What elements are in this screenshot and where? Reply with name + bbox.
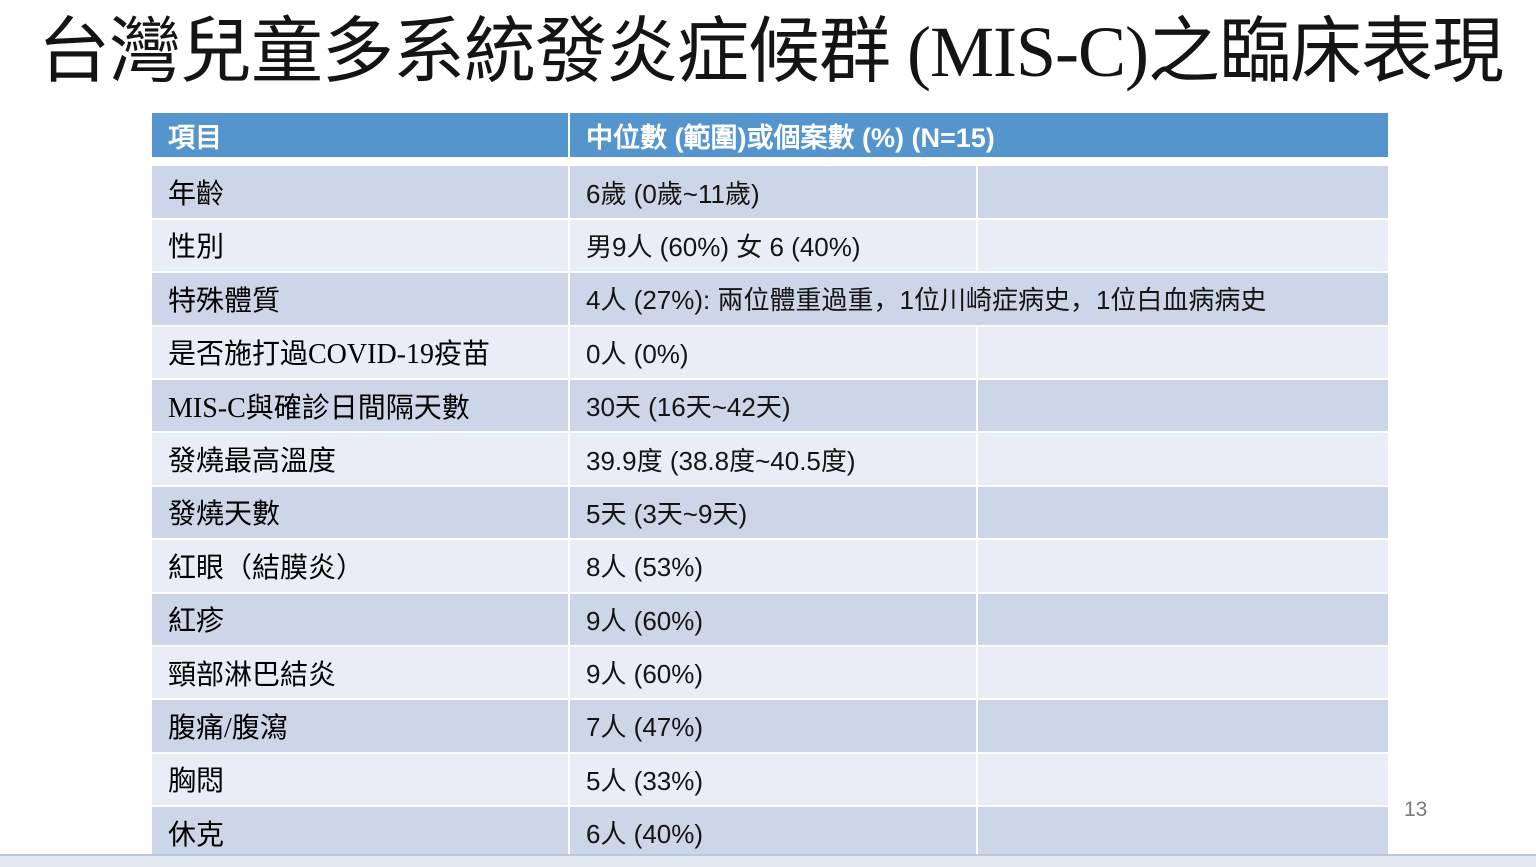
table-cell-empty: [978, 807, 1388, 859]
table-row-value: 6歲 (0歲~11歲): [570, 166, 976, 218]
table-cell-empty: [978, 166, 1388, 218]
table-row-value: 39.9度 (38.8度~40.5度): [570, 433, 976, 485]
table-cell-empty: [978, 379, 1388, 432]
table-header-value: 中位數 (範圍)或個案數 (%) (N=15): [570, 113, 1388, 157]
table-row-label: 胸悶: [152, 753, 568, 806]
table-row-label: 紅疹: [152, 593, 568, 645]
table-row-label: 特殊體質: [152, 273, 568, 325]
table-header-item: 項目: [152, 113, 568, 157]
table-cell-empty: [978, 700, 1388, 752]
table-row-value: 6人 (40%): [570, 807, 976, 859]
table-cell-empty: [978, 593, 1388, 645]
table-cell-empty: [978, 646, 1388, 699]
table-row-label: 發燒最高溫度: [152, 433, 568, 485]
table-row-label: 紅眼（結膜炎）: [152, 540, 568, 592]
table-row-value: 8人 (53%): [570, 540, 976, 592]
table-row-value: 30天 (16天~42天): [570, 379, 976, 432]
table-row-label: MIS-C與確診日間隔天數: [152, 379, 568, 432]
slide-title: 台灣兒童多系統發炎症候群 (MIS-C)之臨床表現: [38, 12, 1504, 92]
table-cell-empty: [978, 219, 1388, 272]
table-row-label: 發燒天數: [152, 486, 568, 539]
table-row-label: 是否施打過COVID-19疫苗: [152, 326, 568, 378]
slide-bottom-strip: [0, 854, 1536, 867]
table-row-label: 休克: [152, 807, 568, 859]
table-row-value: 5天 (3天~9天): [570, 486, 976, 539]
table-cell-empty: [978, 753, 1388, 806]
table-row-value: 4人 (27%): 兩位體重過重，1位川崎症病史，1位白血病病史: [570, 273, 1388, 325]
table-cell-empty: [978, 326, 1388, 378]
clinical-findings-table: 項目 中位數 (範圍)或個案數 (%) (N=15) 年齡 6歲 (0歲~11歲…: [152, 113, 1388, 859]
table-row-label: 腹痛/腹瀉: [152, 700, 568, 752]
table-row-value: 5人 (33%): [570, 753, 976, 806]
table-row-value: 9人 (60%): [570, 593, 976, 645]
table-row-value: 0人 (0%): [570, 326, 976, 378]
table-row-value: 7人 (47%): [570, 700, 976, 752]
table-row-label: 頸部淋巴結炎: [152, 646, 568, 699]
table-row-label: 性別: [152, 219, 568, 272]
page-number: 13: [1404, 798, 1428, 821]
table-cell-empty: [978, 433, 1388, 485]
table-cell-empty: [978, 540, 1388, 592]
table-row-value: 9人 (60%): [570, 646, 976, 699]
table-cell-empty: [978, 486, 1388, 539]
table-row-value: 男9人 (60%) 女 6 (40%): [570, 219, 976, 272]
table-row-label: 年齡: [152, 166, 568, 218]
